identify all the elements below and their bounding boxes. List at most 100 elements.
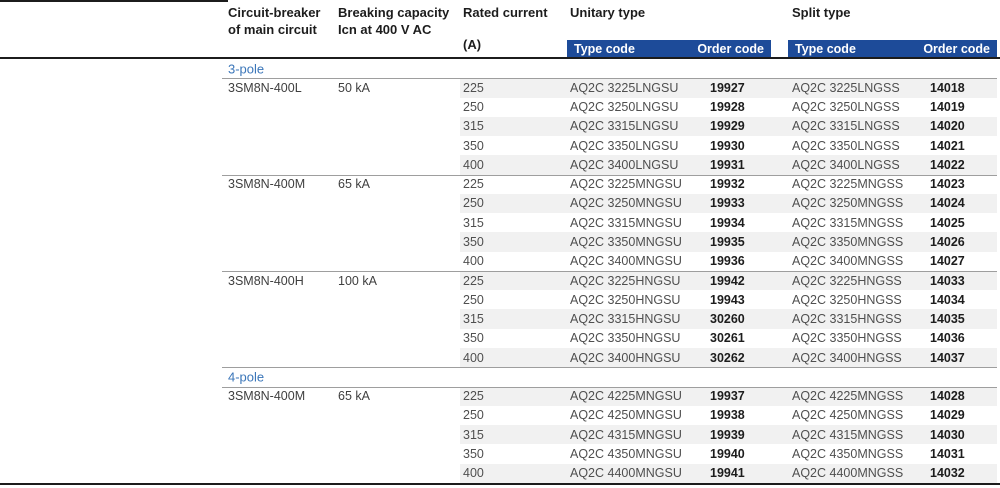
table-bottom-rule	[0, 483, 1000, 485]
rated-current-value: 225	[463, 177, 484, 192]
table-row: 250 AQ2C 3250LNGSU 19928 AQ2C 3250LNGSS 1401…	[0, 98, 1000, 117]
table-row: 3SM8N-400H 100 kA 225 AQ2C 3225HNGSU 19942 AQ…	[0, 270, 1000, 291]
split-subheader-bar: Type code Order code	[788, 40, 997, 57]
split-order-code: 14027	[930, 254, 965, 269]
split-type-code: AQ2C 3250HNGSS	[792, 292, 902, 307]
unitary-type-code: AQ2C 3250LNGSU	[570, 100, 679, 115]
rated-current-value: 350	[463, 331, 484, 346]
unitary-order-code: 30261	[710, 331, 745, 346]
split-order-code: 14020	[930, 119, 965, 134]
unitary-order-code: 19927	[710, 80, 745, 95]
unitary-type-code: AQ2C 3350LNGSU	[570, 138, 679, 153]
group-separator-rule	[222, 174, 997, 176]
header-bottom-rule	[0, 57, 1000, 59]
table-row: 350 AQ2C 3350LNGSU 19930 AQ2C 3350LNGSS 1402…	[0, 136, 1000, 155]
unitary-type-code: AQ2C 4315MNGSU	[570, 427, 682, 442]
rated-current-value: 225	[463, 389, 484, 404]
table-row: 400 AQ2C 3400HNGSU 30262 AQ2C 3400HNGSS 1403…	[0, 347, 1000, 368]
unitary-order-code: 19939	[710, 427, 745, 442]
table-row: 250 AQ2C 3250HNGSU 19943 AQ2C 3250HNGSS 1403…	[0, 290, 1000, 309]
unitary-type-code: AQ2C 3315MNGSU	[570, 215, 682, 230]
unitary-order-code: 19928	[710, 100, 745, 115]
split-order-code: 14023	[930, 177, 965, 192]
split-type-code: AQ2C 3400MNGSS	[792, 254, 904, 269]
row-stripe	[460, 155, 997, 175]
table-row: 250 AQ2C 4250MNGSU 19938 AQ2C 4250MNGSS 1402…	[0, 406, 1000, 425]
split-order-code: 14036	[930, 331, 965, 346]
unitary-order-code: 19930	[710, 138, 745, 153]
split-order-code: 14021	[930, 138, 965, 153]
column-header-breaking-capacity-line1: Breaking capacity	[338, 5, 450, 20]
unitary-type-code: AQ2C 4250MNGSU	[570, 408, 682, 423]
table-body: 3-pole 3SM8N-400L 50 kA 225 AQ2C 3225LNGSU 19…	[0, 59, 1000, 483]
section-label: 3-pole	[228, 61, 265, 77]
split-order-code: 14035	[930, 312, 965, 327]
table-row: 3SM8N-400L 50 kA 225 AQ2C 3225LNGSU 19927 AQ2…	[0, 78, 1000, 98]
table-row: 250 AQ2C 3250MNGSU 19933 AQ2C 3250MNGSS 1402…	[0, 193, 1000, 214]
split-type-code: AQ2C 3250MNGSS	[792, 196, 904, 211]
split-order-code: 14031	[930, 446, 965, 461]
top-left-rule	[0, 0, 228, 2]
table-row: 315 AQ2C 4315MNGSU 19939 AQ2C 4315MNGSS 1403…	[0, 425, 1000, 445]
column-header-rated-current-unit: (A)	[463, 37, 482, 52]
column-header-rated-current: Rated current	[463, 5, 548, 20]
split-type-code: AQ2C 3250LNGSS	[792, 100, 900, 115]
section-row: 4-pole	[0, 367, 1000, 386]
breaker-model: 3SM8N-400M	[228, 389, 306, 404]
rated-current-value: 350	[463, 235, 484, 250]
split-type-code: AQ2C 4400MNGSS	[792, 466, 904, 481]
split-order-code: 14025	[930, 215, 965, 230]
table-row: 315 AQ2C 3315HNGSU 30260 AQ2C 3315HNGSS 1403…	[0, 309, 1000, 329]
unitary-type-code: AQ2C 3225LNGSU	[570, 80, 679, 95]
split-type-code: AQ2C 3350HNGSS	[792, 331, 902, 346]
unitary-order-code: 19931	[710, 157, 745, 172]
unitary-type-code: AQ2C 4225MNGSU	[570, 389, 682, 404]
split-type-code: AQ2C 3225HNGSS	[792, 273, 902, 288]
split-order-code: 14034	[930, 292, 965, 307]
row-stripe	[460, 386, 997, 406]
split-order-code: 14029	[930, 408, 965, 423]
row-stripe	[460, 309, 997, 329]
table-row: 350 AQ2C 3350MNGSU 19935 AQ2C 3350MNGSS 1402…	[0, 232, 1000, 252]
column-header-breaking-capacity: Breaking capacity Icn at 400 V AC	[338, 4, 449, 38]
split-order-code: 14032	[930, 466, 965, 481]
split-type-code: AQ2C 3350LNGSS	[792, 138, 900, 153]
unitary-order-code: 19933	[710, 196, 745, 211]
rated-current-value: 315	[463, 215, 484, 230]
row-stripe	[460, 463, 997, 483]
unitary-order-code: 30260	[710, 312, 745, 327]
split-order-code: 14033	[930, 273, 965, 288]
split-type-code-header: Type code	[795, 41, 856, 56]
breaker-model: 3SM8N-400H	[228, 273, 304, 288]
unitary-order-code: 19942	[710, 273, 745, 288]
split-type-code: AQ2C 3315LNGSS	[792, 119, 900, 134]
table-row: 400 AQ2C 3400LNGSU 19931 AQ2C 3400LNGSS 1402…	[0, 155, 1000, 175]
unitary-order-code-header: Order code	[697, 41, 764, 56]
unitary-order-code: 19937	[710, 389, 745, 404]
table-row: 3SM8N-400M 65 kA 225 AQ2C 3225MNGSU 19932 AQ2…	[0, 174, 1000, 194]
split-type-code: AQ2C 3315MNGSS	[792, 215, 904, 230]
rated-current-value: 250	[463, 408, 484, 423]
split-type-code: AQ2C 4350MNGSS	[792, 446, 904, 461]
rated-current-value: 400	[463, 254, 484, 269]
table-row: 350 AQ2C 4350MNGSU 19940 AQ2C 4350MNGSS 1403…	[0, 444, 1000, 463]
breaking-capacity-value: 65 kA	[338, 177, 370, 192]
unitary-type-code: AQ2C 3250HNGSU	[570, 292, 681, 307]
row-stripe	[460, 116, 997, 137]
split-order-code: 14026	[930, 235, 965, 250]
row-stripe	[460, 425, 997, 445]
unitary-order-code: 19941	[710, 466, 745, 481]
row-stripe	[460, 347, 997, 368]
breaker-model: 3SM8N-400L	[228, 80, 302, 95]
rated-current-value: 315	[463, 427, 484, 442]
unitary-type-code: AQ2C 3400LNGSU	[570, 157, 679, 172]
table-row: 400 AQ2C 3400MNGSU 19936 AQ2C 3400MNGSS 1402…	[0, 252, 1000, 271]
unitary-type-code: AQ2C 3350HNGSU	[570, 331, 681, 346]
split-type-code: AQ2C 4225MNGSS	[792, 389, 904, 404]
unitary-type-code: AQ2C 3315HNGSU	[570, 312, 681, 327]
column-header-circuit-breaker-line1: Circuit-breaker	[228, 5, 321, 20]
row-stripe	[460, 270, 997, 291]
unitary-order-code: 19940	[710, 446, 745, 461]
unitary-order-code: 19938	[710, 408, 745, 423]
